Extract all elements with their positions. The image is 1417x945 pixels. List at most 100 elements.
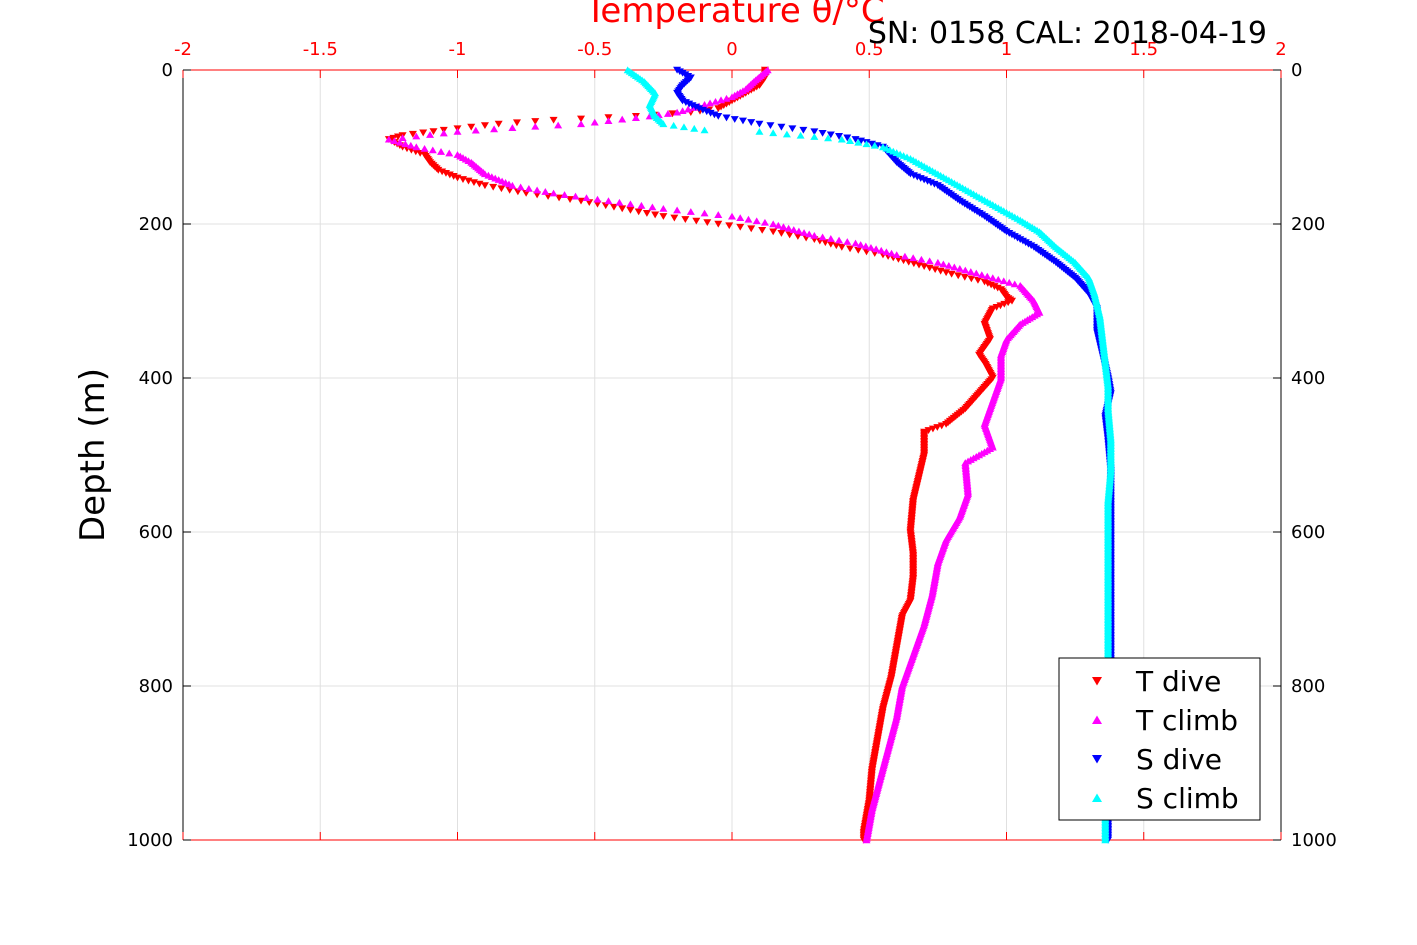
data-point xyxy=(955,265,964,272)
legend-marker xyxy=(1092,755,1102,764)
y-tick-label-right: 200 xyxy=(1291,214,1325,235)
data-point xyxy=(925,257,934,265)
data-point xyxy=(1005,278,1014,286)
x-tick-label: 2 xyxy=(1275,39,1286,60)
data-point xyxy=(752,217,761,225)
data-point xyxy=(805,230,814,238)
data-point xyxy=(843,238,852,245)
data-point xyxy=(706,99,715,107)
data-point xyxy=(494,120,503,128)
data-point xyxy=(837,243,846,251)
data-point xyxy=(788,125,797,133)
data-point xyxy=(618,115,627,123)
data-point xyxy=(631,114,640,121)
data-point xyxy=(692,217,701,225)
data-point xyxy=(428,146,437,154)
y-tick-label-left: 400 xyxy=(139,368,173,389)
y-tick-label-right: 800 xyxy=(1291,676,1325,697)
data-point xyxy=(593,195,602,203)
data-point xyxy=(861,242,870,250)
data-point xyxy=(590,118,599,126)
data-point xyxy=(508,181,517,189)
data-point xyxy=(854,246,863,254)
data-point xyxy=(480,122,489,130)
data-point xyxy=(626,206,635,214)
legend-items: T dive T climb S dive S climb xyxy=(1092,665,1239,815)
data-point xyxy=(972,269,981,277)
data-point xyxy=(782,130,791,138)
data-point xyxy=(789,226,798,233)
x-tick-label: -0.5 xyxy=(577,39,612,60)
data-point xyxy=(872,245,881,253)
data-point xyxy=(933,258,942,266)
y-tick-label-left: 1000 xyxy=(127,830,173,851)
x-tick-label: 0.5 xyxy=(855,39,884,60)
data-point xyxy=(722,94,731,102)
data-point xyxy=(445,149,454,157)
data-point xyxy=(512,119,521,127)
chart-subtitle: SN: 0158 CAL: 2018-04-19 xyxy=(868,16,1267,51)
x-tick-label: 1 xyxy=(1001,39,1012,60)
data-point xyxy=(401,140,410,148)
data-point xyxy=(634,208,643,216)
data-point xyxy=(769,129,778,137)
data-point xyxy=(950,263,959,271)
data-point xyxy=(755,128,764,135)
data-point xyxy=(714,211,723,218)
data-point xyxy=(642,210,651,217)
data-point xyxy=(1101,836,1110,844)
data-point xyxy=(769,220,778,228)
data-point xyxy=(615,198,624,206)
data-point xyxy=(533,186,542,194)
y-tick-label-left: 800 xyxy=(139,676,173,697)
data-point xyxy=(826,235,835,242)
data-point xyxy=(390,137,399,145)
x-tick-label: -2 xyxy=(174,39,192,60)
data-point xyxy=(892,251,901,258)
data-point xyxy=(673,108,682,116)
data-point xyxy=(722,114,731,122)
y-axis-label: Depth (m) xyxy=(73,368,113,542)
data-point xyxy=(717,96,726,104)
data-point xyxy=(577,120,586,128)
data-point xyxy=(784,224,793,232)
data-point xyxy=(799,126,808,134)
x-tick-label: -1 xyxy=(449,39,467,60)
data-point xyxy=(714,105,723,113)
legend: T dive T climb S dive S climb xyxy=(1058,657,1261,821)
data-point xyxy=(774,221,783,229)
data-point xyxy=(554,121,563,129)
data-point xyxy=(779,223,788,231)
data-point xyxy=(947,270,956,278)
x-tick-label: 0 xyxy=(726,39,737,60)
data-point xyxy=(582,194,591,202)
y-tick-label-right: 0 xyxy=(1291,60,1302,81)
data-point xyxy=(747,225,756,233)
data-point xyxy=(954,272,963,280)
series-t-dive xyxy=(384,66,1016,844)
data-point xyxy=(736,214,745,222)
legend-label: S dive xyxy=(1136,743,1222,776)
data-point xyxy=(686,208,695,215)
data-point xyxy=(684,105,693,113)
data-point xyxy=(524,184,533,192)
legend-marker xyxy=(1092,677,1102,686)
data-point xyxy=(489,183,498,191)
data-point xyxy=(728,93,736,101)
data-point xyxy=(973,277,982,284)
data-point xyxy=(659,213,668,220)
data-point xyxy=(659,205,668,212)
y-tick-label-right: 1000 xyxy=(1291,830,1337,851)
y-tick-label-left: 0 xyxy=(162,60,173,81)
data-point xyxy=(700,209,709,217)
data-point xyxy=(637,201,646,209)
data-point xyxy=(604,197,613,205)
data-point xyxy=(669,121,678,129)
data-point xyxy=(966,268,975,275)
data-point xyxy=(490,125,499,133)
data-point xyxy=(471,126,480,134)
data-point xyxy=(810,231,819,239)
data-point xyxy=(453,128,462,135)
data-point xyxy=(744,215,753,223)
